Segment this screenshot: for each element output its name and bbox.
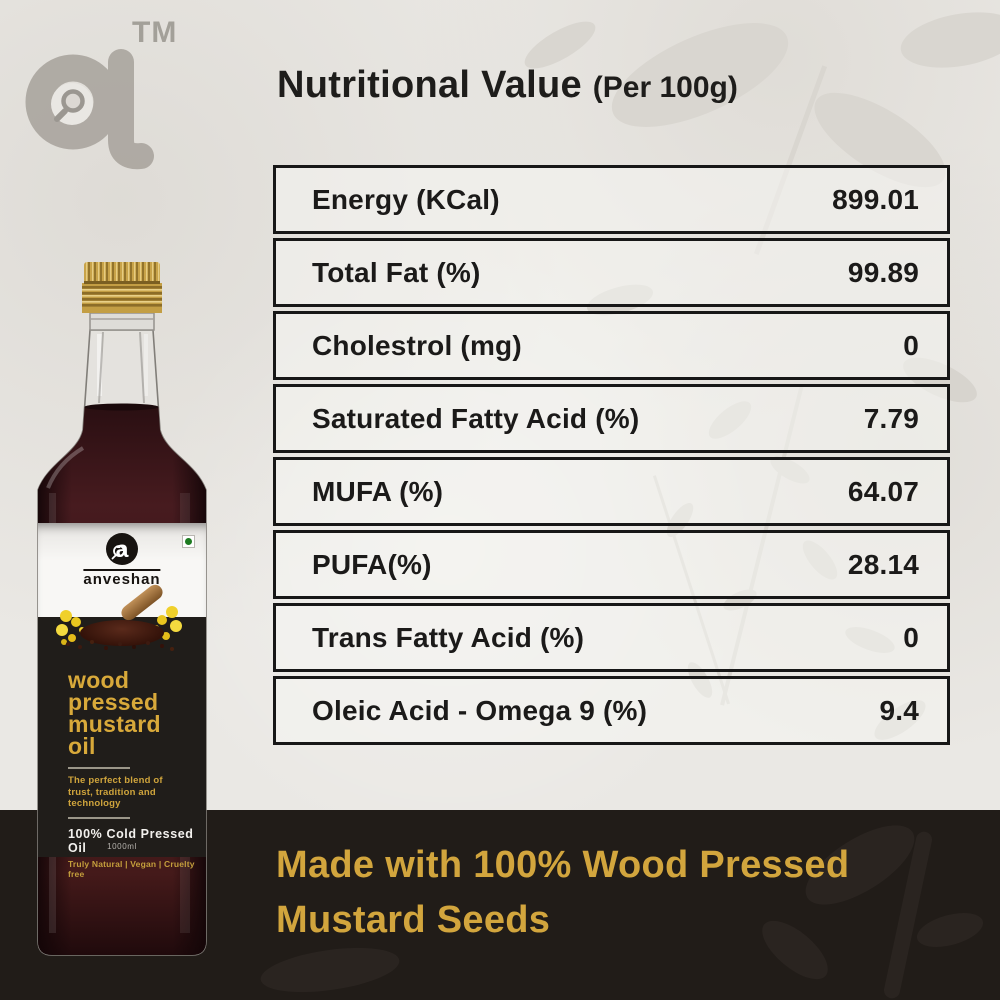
label-divider [68,767,130,769]
nutrient-label: Trans Fatty Acid (%) [312,621,585,653]
product-name-line: mustard [68,711,161,737]
nutrient-value: 0 [903,329,919,361]
title-serving: (Per 100g) [592,71,738,104]
nutrient-label: MUFA (%) [312,475,444,507]
mustard-flower-icon [166,606,178,618]
product-name-line: oil [68,733,96,759]
brand-letter-icon [25,49,154,170]
table-row: PUFA(%) 28.14 [273,530,950,599]
table-row: Trans Fatty Acid (%) 0 [273,603,950,672]
page-title: Nutritional Value (Per 100g) [277,64,738,107]
title-main: Nutritional Value [277,64,582,106]
anveshan-logo-icon: a [106,533,138,565]
nutrient-value: 99.89 [847,256,919,288]
nutrient-label: Energy (KCal) [312,183,500,215]
table-row: Total Fat (%) 99.89 [273,238,950,307]
product-name: wood pressed mustard oil [68,667,206,759]
mustard-flower-icon [60,610,72,622]
product-name-line: pressed [68,689,159,715]
product-name-line: wood [68,667,130,693]
label-divider [68,816,130,819]
table-row: MUFA (%) 64.07 [273,457,950,526]
veg-dot [185,538,192,545]
veg-mark-icon [182,535,195,548]
table-row: Energy (KCal) 899.01 [273,165,950,234]
product-tagline: The perfect blend of trust, tradition an… [68,775,163,809]
product-claim: 100% Cold Pressed Oil [68,826,194,855]
nutrient-value: 0 [903,621,919,653]
nutrient-value: 64.07 [847,475,919,507]
nutrient-value: 899.01 [832,183,919,215]
banner-silhouette-art [260,825,984,999]
product-bottle: a anveshan wood pressed mustard oil [28,258,213,1000]
nutrient-value: 28.14 [847,548,919,580]
nutrient-label: Saturated Fatty Acid (%) [312,402,640,434]
mustard-seeds-art [38,581,206,658]
brand-watermark: TM [14,16,224,188]
nutrient-label: Oleic Acid - Omega 9 (%) [312,694,648,726]
bottle-label-top: a anveshan [38,523,206,617]
logo-letter: a [116,536,129,562]
banner-text: Made with 100% Wood Pressed Mustard Seed… [276,844,850,942]
table-row: Saturated Fatty Acid (%) 7.79 [273,384,950,453]
brand-name: anveshan [83,569,161,588]
product-volume: 1000ml [107,842,137,851]
nutrient-label: PUFA(%) [312,548,432,580]
trademark-symbol: TM [132,16,178,49]
nutrient-label: Cholestrol (mg) [312,329,522,361]
table-row: Cholestrol (mg) 0 [273,311,950,380]
seed-dots-icon [66,642,70,646]
bottle-label-main: wood pressed mustard oil The perfect ble… [38,617,206,879]
nutrient-value: 9.4 [879,694,919,726]
nutrient-label: Total Fat (%) [312,256,481,288]
table-row: Oleic Acid - Omega 9 (%) 9.4 [273,676,950,745]
nutrient-value: 7.79 [863,402,919,434]
nutrition-table: Energy (KCal) 899.01 Total Fat (%) 99.89 C… [273,165,950,745]
seed-pile-icon [80,620,164,646]
product-attributes: Truly Natural | Vegan | Cruelty free [68,858,195,879]
